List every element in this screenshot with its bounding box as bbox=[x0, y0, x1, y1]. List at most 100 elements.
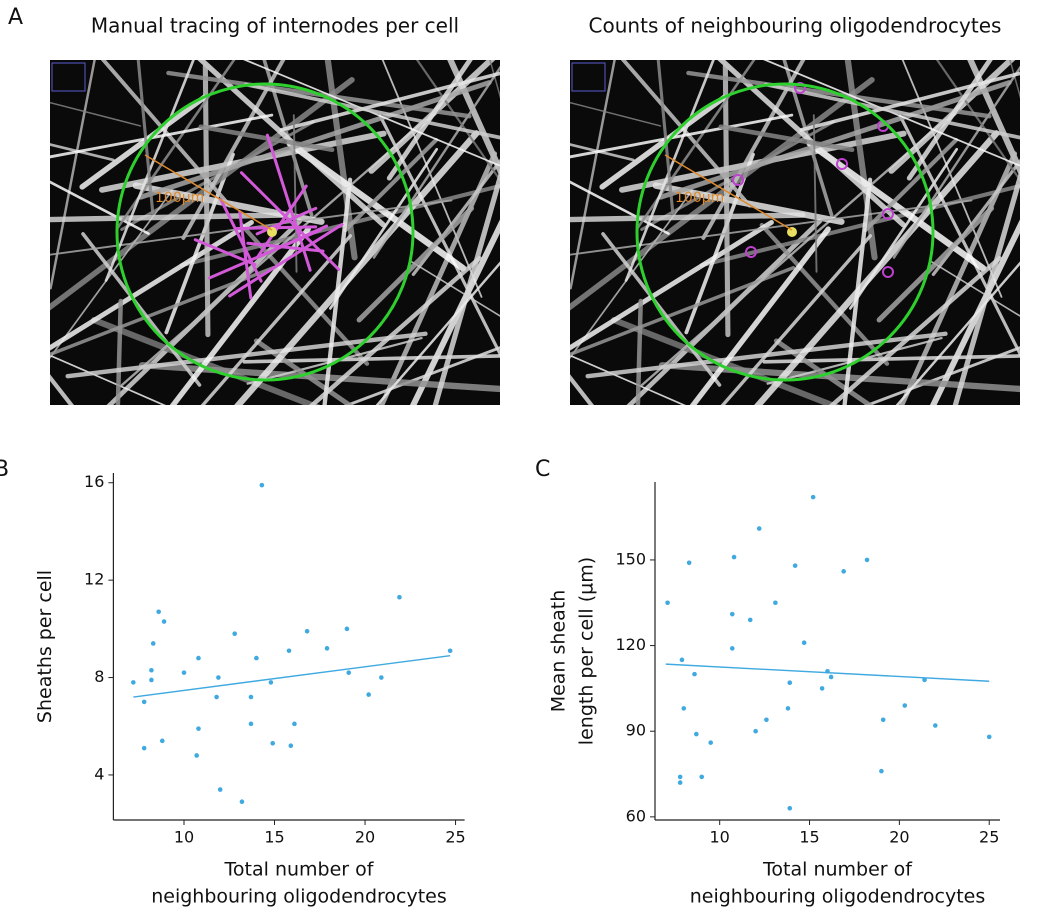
fiber bbox=[570, 60, 616, 290]
image-title: Manual tracing of internodes per cell bbox=[91, 14, 459, 38]
fiber bbox=[116, 60, 236, 229]
fiber bbox=[812, 114, 818, 273]
data-point bbox=[254, 655, 259, 661]
data-point bbox=[708, 740, 714, 745]
cell-marker bbox=[794, 82, 806, 94]
fiber bbox=[635, 298, 643, 405]
data-point bbox=[286, 648, 292, 654]
data-point bbox=[346, 670, 352, 675]
cell-marker bbox=[745, 246, 757, 258]
scale-label: 100µm bbox=[675, 190, 724, 206]
fiber bbox=[570, 189, 693, 360]
data-point bbox=[292, 721, 297, 727]
fiber bbox=[169, 226, 311, 405]
fiber bbox=[895, 261, 1020, 405]
trend-line bbox=[133, 654, 451, 698]
data-point bbox=[196, 655, 201, 661]
fiber bbox=[570, 374, 594, 405]
fiber bbox=[888, 60, 1016, 174]
fiber bbox=[570, 101, 662, 127]
traced-internode bbox=[246, 241, 325, 253]
radius-line bbox=[144, 154, 273, 231]
data-point bbox=[304, 628, 310, 634]
inset-box bbox=[51, 62, 86, 92]
fiber bbox=[782, 60, 834, 217]
data-point bbox=[232, 631, 237, 637]
fiber bbox=[570, 265, 796, 357]
fiber bbox=[763, 82, 1020, 140]
cell-marker bbox=[732, 174, 744, 186]
fiber bbox=[200, 234, 353, 405]
data-point bbox=[149, 667, 154, 673]
data-point bbox=[773, 600, 778, 606]
data-point bbox=[181, 670, 187, 675]
fiber bbox=[570, 180, 670, 235]
fiber bbox=[368, 60, 496, 174]
fiber bbox=[766, 336, 943, 385]
data-point bbox=[677, 774, 683, 780]
data-point bbox=[288, 743, 294, 749]
data-point bbox=[747, 617, 753, 623]
data-point bbox=[787, 805, 793, 811]
fiber bbox=[570, 354, 686, 405]
fiber bbox=[876, 205, 995, 323]
data-point bbox=[879, 768, 884, 774]
fiber bbox=[620, 60, 752, 208]
fiber bbox=[246, 336, 423, 385]
fiber bbox=[718, 124, 855, 152]
data-point bbox=[756, 526, 762, 531]
fiber bbox=[952, 168, 1020, 405]
fiber bbox=[356, 205, 475, 323]
fiber bbox=[842, 177, 873, 405]
fiber bbox=[432, 168, 500, 405]
radius-line bbox=[664, 154, 793, 231]
data-point bbox=[324, 646, 330, 651]
data-point bbox=[141, 745, 147, 751]
x-tick-label: 25 bbox=[979, 828, 999, 847]
fiber bbox=[50, 101, 142, 127]
x-tick-label: 10 bbox=[710, 828, 730, 847]
data-point bbox=[141, 699, 147, 705]
fiber bbox=[901, 60, 1003, 298]
x-tick-label: 10 bbox=[174, 828, 194, 847]
y-tick-label: 90 bbox=[626, 721, 646, 740]
data-point bbox=[825, 668, 830, 674]
data-point bbox=[344, 626, 350, 632]
data-point bbox=[159, 738, 165, 744]
fiber bbox=[234, 130, 480, 405]
data-point bbox=[665, 600, 670, 606]
data-point bbox=[819, 686, 825, 691]
x-axis-title: Total number of bbox=[762, 859, 913, 881]
image-content: 100µm bbox=[570, 60, 1020, 405]
fiber bbox=[279, 71, 500, 132]
cell-body bbox=[787, 227, 797, 237]
fiber bbox=[50, 265, 276, 357]
data-point bbox=[149, 677, 154, 683]
x-axis-title: neighbouring oligodendrocytes bbox=[690, 886, 986, 908]
fiber bbox=[489, 60, 500, 99]
y-tick-label: 12 bbox=[84, 570, 104, 589]
fiber bbox=[202, 63, 211, 338]
fiber bbox=[863, 137, 959, 233]
traced-internode bbox=[228, 222, 344, 298]
y-tick-label: 150 bbox=[615, 549, 646, 568]
fiber bbox=[720, 234, 873, 405]
data-point bbox=[214, 694, 219, 700]
data-point bbox=[259, 482, 265, 488]
data-point bbox=[677, 780, 683, 785]
data-point bbox=[692, 671, 697, 677]
fiber bbox=[386, 60, 473, 181]
x-tick-label: 20 bbox=[889, 828, 909, 847]
fiber bbox=[81, 232, 202, 387]
data-point bbox=[933, 723, 938, 728]
micrograph: 100µm bbox=[570, 60, 1020, 405]
x-tick-label: 15 bbox=[264, 828, 284, 847]
x-tick-label: 25 bbox=[445, 828, 465, 847]
data-point bbox=[217, 787, 223, 792]
data-point bbox=[156, 609, 161, 615]
data-point bbox=[729, 646, 735, 651]
data-point bbox=[447, 648, 453, 654]
inset-box bbox=[571, 62, 606, 92]
traced-internode bbox=[239, 171, 341, 271]
